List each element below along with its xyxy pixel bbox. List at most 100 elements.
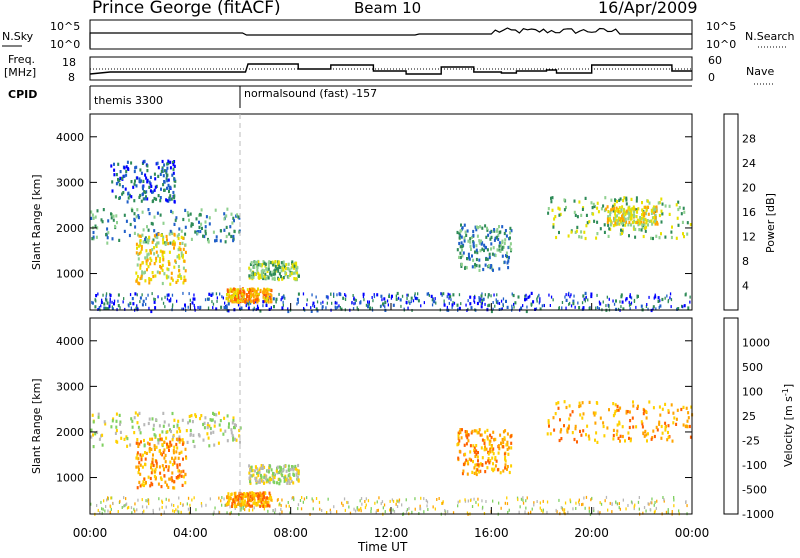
scatter-cell (102, 507, 104, 511)
scatter-cell (355, 298, 357, 302)
echo-cell (250, 274, 253, 278)
echo-cell (246, 288, 249, 292)
echo-cell (624, 213, 627, 217)
echo-cell (489, 459, 492, 463)
echo-cell (194, 230, 197, 234)
echo-cell (644, 217, 647, 221)
echo-cell (178, 440, 181, 444)
echo-cell (262, 491, 265, 495)
echo-cell (162, 183, 165, 187)
echo-cell (462, 251, 465, 255)
echo-cell (157, 441, 160, 445)
echo-cell (135, 215, 138, 219)
echo-cell (235, 423, 237, 428)
echo-cell (274, 272, 277, 276)
echo-cell (280, 466, 283, 470)
echo-cell (135, 306, 138, 310)
echo-cell (175, 476, 178, 480)
echo-cell (103, 306, 106, 310)
scatter-cell (387, 303, 389, 307)
scatter-cell (446, 295, 448, 299)
echo-cell (154, 177, 157, 181)
scatter-cell (193, 303, 195, 307)
echo-cell (629, 216, 632, 220)
scatter-cell (477, 503, 479, 507)
scatter-cell (326, 301, 328, 305)
scatter-cell (303, 497, 306, 501)
echo-cell (293, 266, 295, 270)
echo-cell (266, 503, 269, 507)
echo-cell (388, 294, 391, 298)
echo-cell (115, 419, 118, 423)
echo-cell (235, 295, 238, 299)
colorbar-tick-label: -1000 (742, 508, 774, 521)
echo-cell (631, 416, 634, 420)
echo-cell (156, 161, 159, 165)
scatter-cell (125, 502, 128, 506)
echo-cell (478, 264, 481, 268)
echo-cell (593, 219, 596, 223)
echo-cell (152, 238, 155, 242)
echo-cell (106, 301, 109, 305)
scatter-cell (681, 304, 683, 308)
echo-cell (661, 407, 664, 411)
echo-cell (471, 429, 474, 433)
echo-cell (613, 206, 616, 210)
echo-cell (643, 211, 646, 215)
echo-cell (274, 260, 277, 264)
echo-cell (470, 458, 473, 462)
echo-cell (229, 296, 232, 300)
echo-cell (166, 238, 168, 242)
echo-cell (176, 465, 179, 469)
echo-cell (633, 210, 635, 214)
echo-cell (234, 287, 237, 292)
echo-cell (158, 259, 161, 263)
echo-cell (585, 433, 587, 437)
echo-cell (174, 259, 177, 263)
echo-cell (488, 256, 491, 260)
echo-cell (677, 223, 680, 227)
scatter-cell (393, 510, 396, 513)
echo-cell (136, 263, 139, 267)
echo-cell (256, 471, 259, 476)
echo-cell (609, 219, 612, 223)
echo-cell (124, 187, 127, 191)
echo-cell (135, 165, 138, 169)
echo-cell (164, 241, 166, 245)
echo-cell (644, 229, 647, 233)
scatter-cell (446, 305, 448, 309)
scatter-cell (90, 502, 92, 506)
scatter-cell (384, 305, 386, 309)
echo-cell (184, 243, 187, 247)
echo-cell (168, 262, 171, 266)
echo-cell (166, 166, 169, 170)
scatter-cell (170, 297, 172, 301)
scatter-cell (209, 497, 211, 501)
echo-cell (475, 470, 478, 474)
echo-cell (146, 253, 149, 257)
echo-cell (507, 259, 510, 263)
scatter-cell (347, 501, 349, 505)
scatter-cell (467, 307, 469, 311)
echo-cell (255, 298, 257, 302)
echo-cell (162, 241, 165, 245)
echo-cell (574, 213, 577, 217)
echo-cell (484, 470, 487, 474)
echo-cell (467, 239, 470, 243)
nave-label: Nave (746, 65, 774, 78)
echo-cell (264, 299, 267, 303)
scatter-cell (164, 295, 166, 299)
echo-cell (151, 222, 154, 226)
echo-cell (153, 234, 156, 238)
scatter-cell (346, 500, 348, 504)
echo-cell (117, 304, 120, 308)
scatter-cell (191, 498, 193, 502)
scatter-cell (333, 505, 335, 509)
echo-cell (558, 207, 561, 211)
echo-cell (642, 431, 645, 435)
echo-cell (566, 430, 569, 434)
echo-cell (638, 228, 641, 232)
echo-cell (291, 263, 294, 267)
echo-cell (228, 422, 230, 426)
echo-cell (281, 263, 284, 267)
